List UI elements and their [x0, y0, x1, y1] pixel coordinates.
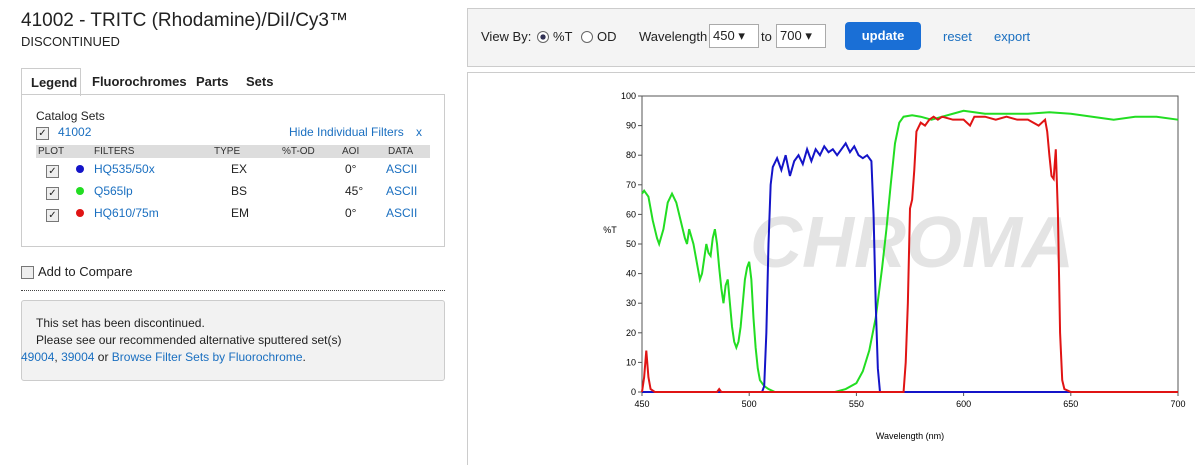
- column-header: TYPE: [214, 146, 241, 157]
- set-title: 41002 - TRITC (Rhodamine)/DiI/Cy3™: [21, 10, 348, 31]
- hide-link[interactable]: Hide Individual Filters: [289, 125, 404, 139]
- color-dot: [76, 209, 84, 217]
- x-tick-label: 650: [1063, 399, 1078, 409]
- link[interactable]: 39004: [61, 350, 95, 364]
- y-tick-label: 80: [626, 150, 636, 160]
- checkbox[interactable]: ✓: [36, 127, 49, 140]
- chart-panel: [467, 72, 1195, 465]
- active-tab-box: [21, 68, 81, 96]
- x-tick-label: 550: [849, 399, 864, 409]
- label: %T: [553, 29, 573, 44]
- notice-text: This set has been discontinued.: [36, 316, 205, 330]
- y-tick-label: 50: [626, 239, 636, 249]
- cell: 0°: [345, 162, 357, 176]
- filter-link[interactable]: Q565lp: [94, 184, 133, 198]
- filter-link[interactable]: HQ610/75m: [94, 206, 159, 220]
- cell: EX: [231, 162, 248, 176]
- label: View By:: [481, 29, 532, 44]
- column-header: PLOT: [38, 146, 65, 157]
- checkbox[interactable]: [21, 266, 34, 279]
- y-tick-label: 40: [626, 269, 636, 279]
- reset-link[interactable]: reset: [943, 29, 972, 44]
- label: OD: [597, 29, 617, 44]
- tab[interactable]: Fluorochromes: [92, 74, 187, 89]
- series-line: [641, 115, 1178, 393]
- tab[interactable]: Sets: [246, 74, 274, 89]
- close-link[interactable]: x: [416, 125, 422, 139]
- x-axis-title: Wavelength (nm): [876, 431, 944, 441]
- x-tick-label: 700: [1170, 399, 1185, 409]
- cell: 0°: [345, 206, 357, 220]
- x-tick-label: 450: [634, 399, 649, 409]
- watermark: CHROMA: [750, 203, 1074, 283]
- checkbox[interactable]: ✓: [46, 165, 59, 178]
- radio[interactable]: [537, 31, 549, 43]
- cell: 45°: [345, 184, 364, 198]
- label: Wavelength: [639, 29, 708, 44]
- series-line: [642, 141, 1178, 393]
- notice-links: 49004, 39004 or Browse Filter Sets by Fl…: [21, 350, 306, 364]
- export-link[interactable]: export: [994, 29, 1031, 44]
- catalog-heading: Catalog Sets: [36, 109, 105, 123]
- select[interactable]: 450 ▾: [709, 24, 759, 48]
- compare-label: Add to Compare: [38, 264, 133, 279]
- set-link[interactable]: 41002: [58, 125, 92, 139]
- y-tick-label: 20: [626, 328, 636, 338]
- toolbar: [467, 8, 1195, 67]
- y-tick-label: 90: [626, 121, 636, 131]
- radio[interactable]: [581, 31, 593, 43]
- y-tick-label: 70: [626, 180, 636, 190]
- y-tick-label: 0: [631, 387, 636, 397]
- color-dot: [76, 187, 84, 195]
- column-header: %T-OD: [282, 146, 315, 157]
- column-header: AOI: [342, 146, 360, 157]
- link[interactable]: 49004: [21, 350, 55, 364]
- checkbox[interactable]: ✓: [46, 187, 59, 200]
- column-header: DATA: [388, 146, 414, 157]
- select[interactable]: 700 ▾: [776, 24, 826, 48]
- x-tick-label: 500: [742, 399, 757, 409]
- chart: CHROMA 0 10 20 30 40 50 60 70 80 90 100 450 500 550 600…: [603, 91, 1185, 441]
- label: to: [761, 29, 772, 44]
- update-button[interactable]: update: [845, 22, 921, 50]
- value: 700: [780, 28, 802, 43]
- cell: BS: [231, 184, 248, 198]
- y-axis-title: %T: [603, 225, 617, 235]
- data-link[interactable]: ASCII: [386, 162, 418, 176]
- filter-link[interactable]: HQ535/50x: [94, 162, 155, 176]
- legend-panel: [21, 94, 445, 247]
- y-tick-label: 30: [626, 298, 636, 308]
- y-tick-label: 60: [626, 209, 636, 219]
- notice-text: Please see our recommended alternative s…: [36, 333, 342, 347]
- x-tick-label: 600: [956, 399, 971, 409]
- column-header: FILTERS: [94, 146, 135, 157]
- table-header-bg: [36, 145, 430, 158]
- data-link[interactable]: ASCII: [386, 184, 418, 198]
- color-dot: [76, 165, 84, 173]
- link[interactable]: Browse Filter Sets by Fluorochrome: [111, 350, 303, 364]
- checkbox[interactable]: ✓: [46, 209, 59, 222]
- y-tick-label: 100: [621, 91, 636, 101]
- tab[interactable]: Parts: [196, 74, 229, 89]
- text: ,: [54, 350, 58, 364]
- divider: [21, 290, 445, 291]
- y-tick-label: 10: [626, 357, 636, 367]
- tab[interactable]: Legend: [31, 75, 78, 90]
- text: or: [97, 350, 109, 364]
- status: DISCONTINUED: [21, 34, 120, 49]
- cell: EM: [231, 206, 249, 220]
- series-line: [641, 109, 1179, 393]
- value: 450: [713, 28, 735, 43]
- text: .: [302, 350, 306, 364]
- data-link[interactable]: ASCII: [386, 206, 418, 220]
- notice-box: [21, 300, 445, 381]
